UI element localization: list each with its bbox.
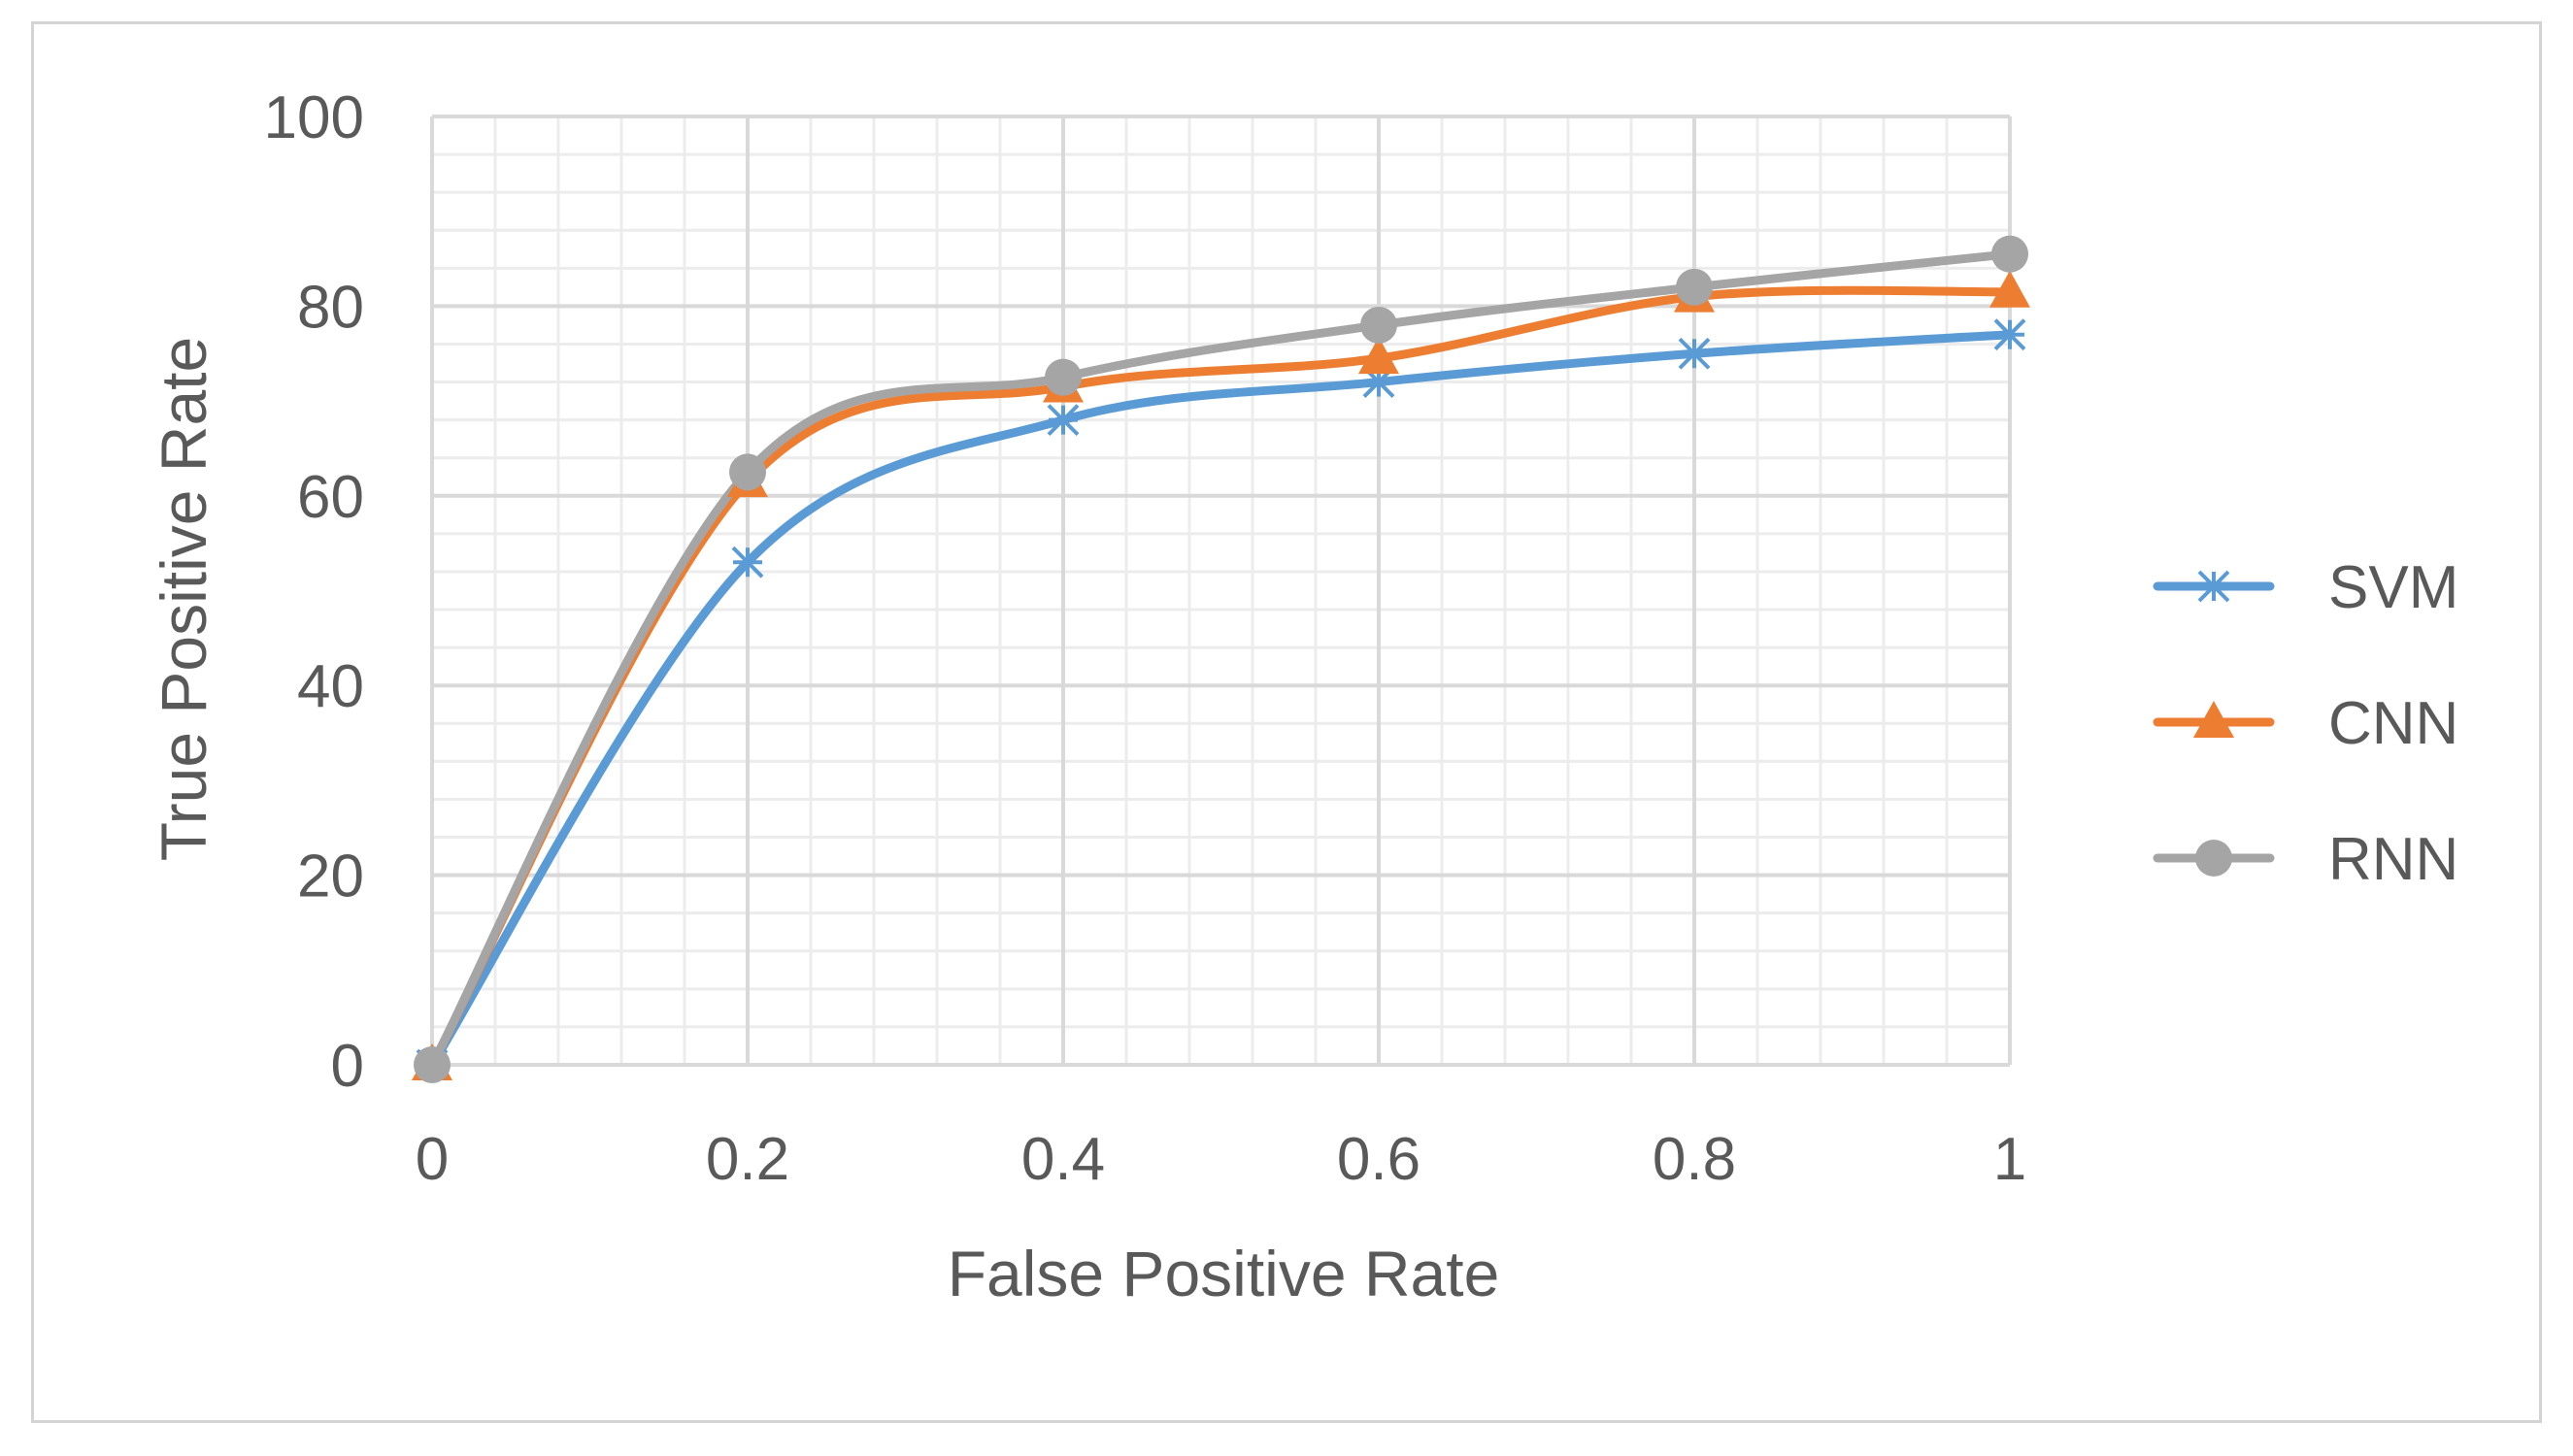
legend-label: CNN — [2328, 690, 2458, 757]
legend-label: RNN — [2328, 826, 2458, 893]
legend-item-cnn: CNN — [2153, 690, 2458, 757]
data-point-rnn — [1991, 235, 2028, 273]
data-point-svm — [731, 546, 764, 579]
x-tick-label: 0 — [416, 1126, 449, 1193]
data-point-cnn — [1989, 270, 2030, 308]
x-tick-label: 0.6 — [1337, 1126, 1420, 1193]
series-line-svm — [427, 330, 2015, 1070]
series-markers — [412, 235, 2030, 1083]
legend-marker-rnn — [2195, 840, 2232, 877]
series-lines — [427, 249, 2015, 1070]
data-point-rnn — [1045, 358, 1082, 396]
y-tick-label: 60 — [297, 464, 364, 531]
data-point-rnn — [1360, 306, 1397, 344]
legend-label: SVM — [2328, 554, 2458, 621]
y-tick-label: 40 — [297, 653, 364, 720]
y-tick-label: 100 — [264, 84, 364, 151]
data-point-rnn — [729, 453, 766, 491]
major-grid — [430, 115, 2012, 1067]
x-axis-label: False Positive Rate — [948, 1238, 1500, 1309]
x-axis-ticks: 0 0.2 0.4 0.6 0.8 1 — [416, 1126, 2026, 1193]
y-tick-label: 80 — [297, 274, 364, 341]
data-point-svm — [1678, 337, 1711, 370]
series-line-cnn — [427, 285, 2015, 1070]
x-tick-label: 0.2 — [706, 1126, 789, 1193]
y-axis-ticks: 0 20 40 60 80 100 — [264, 84, 364, 1100]
x-tick-label: 1 — [1993, 1126, 2026, 1193]
x-tick-label: 0.4 — [1021, 1126, 1105, 1193]
data-point-svm — [1993, 318, 2026, 351]
y-tick-label: 0 — [331, 1033, 364, 1100]
x-tick-label: 0.8 — [1653, 1126, 1736, 1193]
legend-item-rnn: RNN — [2153, 826, 2458, 893]
data-point-cnn — [1358, 337, 1399, 375]
legend-marker-cnn — [2193, 701, 2234, 738]
y-tick-label: 20 — [297, 844, 364, 910]
data-point-svm — [1047, 404, 1080, 437]
data-point-rnn — [414, 1046, 451, 1083]
data-point-rnn — [1676, 268, 1713, 306]
y-axis-label: True Positive Rate — [148, 337, 219, 861]
legend-item-svm: SVM — [2153, 554, 2458, 621]
legend-marker-svm — [2197, 570, 2230, 603]
legend: SVM CNN RNN — [2153, 554, 2458, 893]
